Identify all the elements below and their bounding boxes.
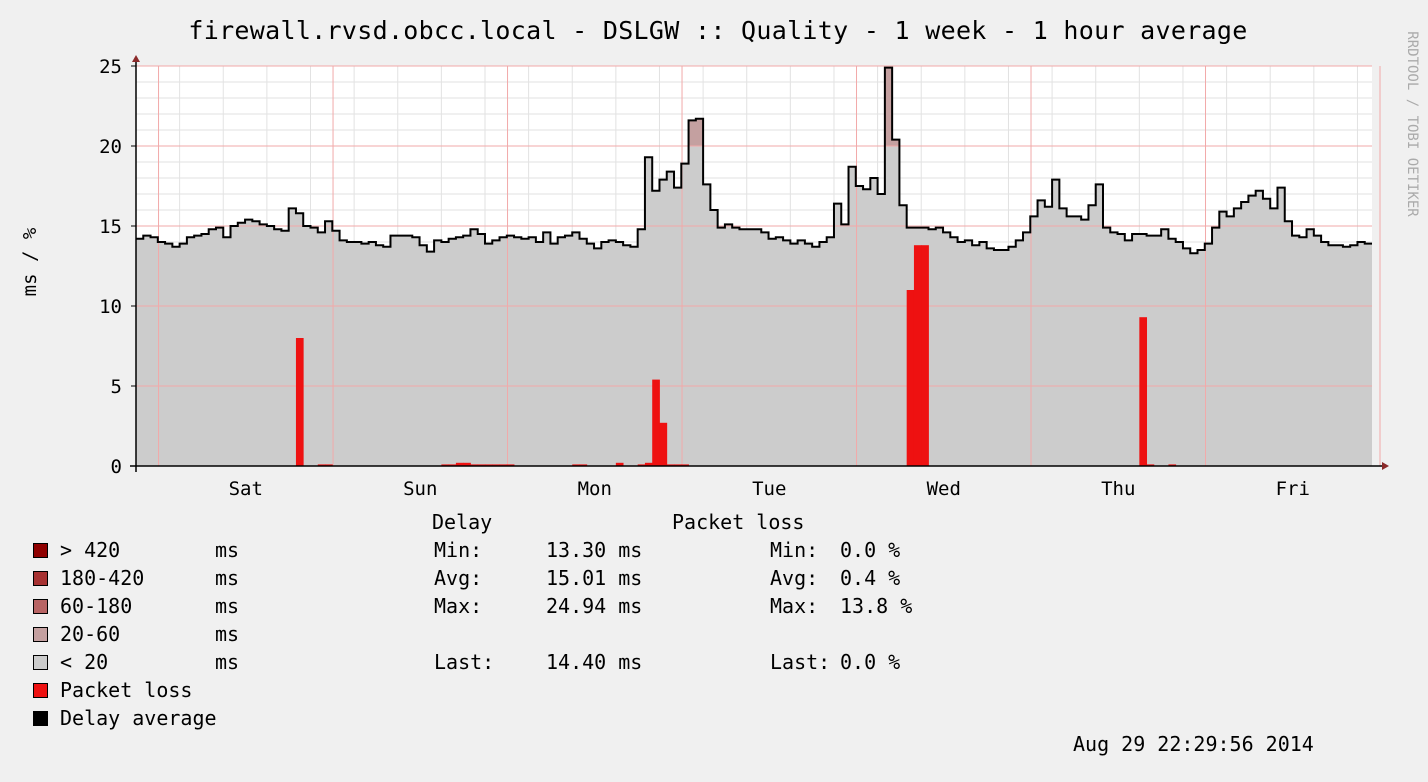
packet-loss-bar	[1139, 317, 1148, 466]
legend-label: Packet loss	[60, 678, 193, 702]
legend-delay-heading: Delay	[432, 510, 493, 534]
legend-label: < 20	[60, 650, 109, 674]
y-tick-label: 15	[99, 216, 122, 238]
y-tick-label: 20	[99, 136, 122, 158]
packet-loss-bar	[674, 464, 682, 466]
delay-average-line	[136, 66, 1372, 255]
y-tick-label: 25	[99, 56, 122, 78]
loss-stat-value: 0.0 %	[840, 538, 901, 562]
delay-stat-value: 13.30 ms	[546, 538, 643, 562]
packet-loss-bar	[441, 464, 450, 466]
legend-unit: ms	[215, 594, 240, 618]
packet-loss-bar	[317, 464, 326, 466]
legend-swatch	[33, 599, 48, 614]
packet-loss-bar	[484, 464, 493, 466]
loss-stat-key: Max:	[770, 594, 819, 618]
packet-loss-bar	[681, 464, 689, 466]
legend-swatch	[33, 571, 48, 586]
packet-loss-bar	[477, 464, 486, 466]
packet-loss-bar	[644, 462, 653, 466]
packet-loss-bar	[1168, 464, 1177, 466]
loss-stat-value: 13.8 %	[840, 594, 913, 618]
loss-stat-key: Avg:	[770, 566, 819, 590]
y-tick-label: 0	[111, 456, 122, 478]
packet-loss-bar	[921, 245, 929, 466]
legend-swatch	[33, 543, 48, 558]
delay-stat-key: Avg:	[434, 566, 483, 590]
delay-stat-value: 15.01 ms	[546, 566, 643, 590]
delay-stat-value: 24.94 ms	[546, 594, 643, 618]
loss-stat-key: Min:	[770, 538, 819, 562]
legend-label: > 420	[60, 538, 121, 562]
legend-unit: ms	[215, 566, 240, 590]
legend-swatch	[33, 655, 48, 670]
packet-loss-bar	[470, 464, 479, 466]
packet-loss-bar	[666, 464, 675, 466]
x-tick-label: Thu	[1101, 478, 1135, 500]
legend-label: 20-60	[60, 622, 121, 646]
packet-loss-bar	[448, 464, 457, 466]
legend-label: 180-420	[60, 566, 145, 590]
y-tick-label: 5	[111, 376, 122, 398]
packet-loss-bar	[659, 422, 668, 466]
legend-unit: ms	[215, 650, 240, 674]
packet-loss-bar	[615, 462, 624, 466]
loss-stat-key: Last:	[770, 650, 831, 674]
legend-unit: ms	[215, 538, 240, 562]
chart-title: firewall.rvsd.obcc.local - DSLGW :: Qual…	[188, 16, 1248, 45]
timestamp: Aug 29 22:29:56 2014	[1073, 732, 1314, 756]
delay-stat-value: 14.40 ms	[546, 650, 643, 674]
legend-label: 60-180	[60, 594, 133, 618]
packet-loss-bar	[579, 464, 588, 466]
legend-label: Delay average	[60, 706, 217, 730]
legend-loss-heading: Packet loss	[672, 510, 805, 534]
packet-loss-bar	[295, 338, 304, 466]
packet-loss-bar	[572, 464, 580, 466]
delay-stat-key: Max:	[434, 594, 483, 618]
x-tick-label: Sat	[229, 478, 263, 500]
packet-loss-bar	[913, 245, 922, 466]
packet-loss-bar	[455, 462, 464, 466]
x-tick-label: Mon	[578, 478, 612, 500]
packet-loss-bar	[492, 464, 500, 466]
x-tick-label: Sun	[403, 478, 437, 500]
y-axis-arrow	[132, 55, 140, 62]
packet-loss-bar	[1146, 464, 1155, 466]
legend-swatch	[33, 627, 48, 642]
packet-loss-bar	[652, 379, 660, 466]
legend-swatch	[33, 711, 48, 726]
packet-loss-bar	[463, 462, 471, 466]
legend-unit: ms	[215, 622, 240, 646]
packet-loss-bar	[506, 464, 515, 466]
packet-loss-bar	[325, 464, 333, 466]
loss-stat-value: 0.4 %	[840, 566, 901, 590]
delay-stat-key: Last:	[434, 650, 495, 674]
x-tick-label: Tue	[752, 478, 786, 500]
y-tick-label: 10	[99, 296, 122, 318]
legend-swatch	[33, 683, 48, 698]
x-tick-label: Wed	[927, 478, 961, 500]
packet-loss-bar	[906, 290, 915, 466]
x-tick-label: Fri	[1276, 478, 1310, 500]
delay-stat-key: Min:	[434, 538, 483, 562]
packet-loss-bar	[499, 464, 508, 466]
x-axis-arrow	[1382, 462, 1389, 470]
loss-stat-value: 0.0 %	[840, 650, 901, 674]
packet-loss-bar	[637, 464, 646, 466]
